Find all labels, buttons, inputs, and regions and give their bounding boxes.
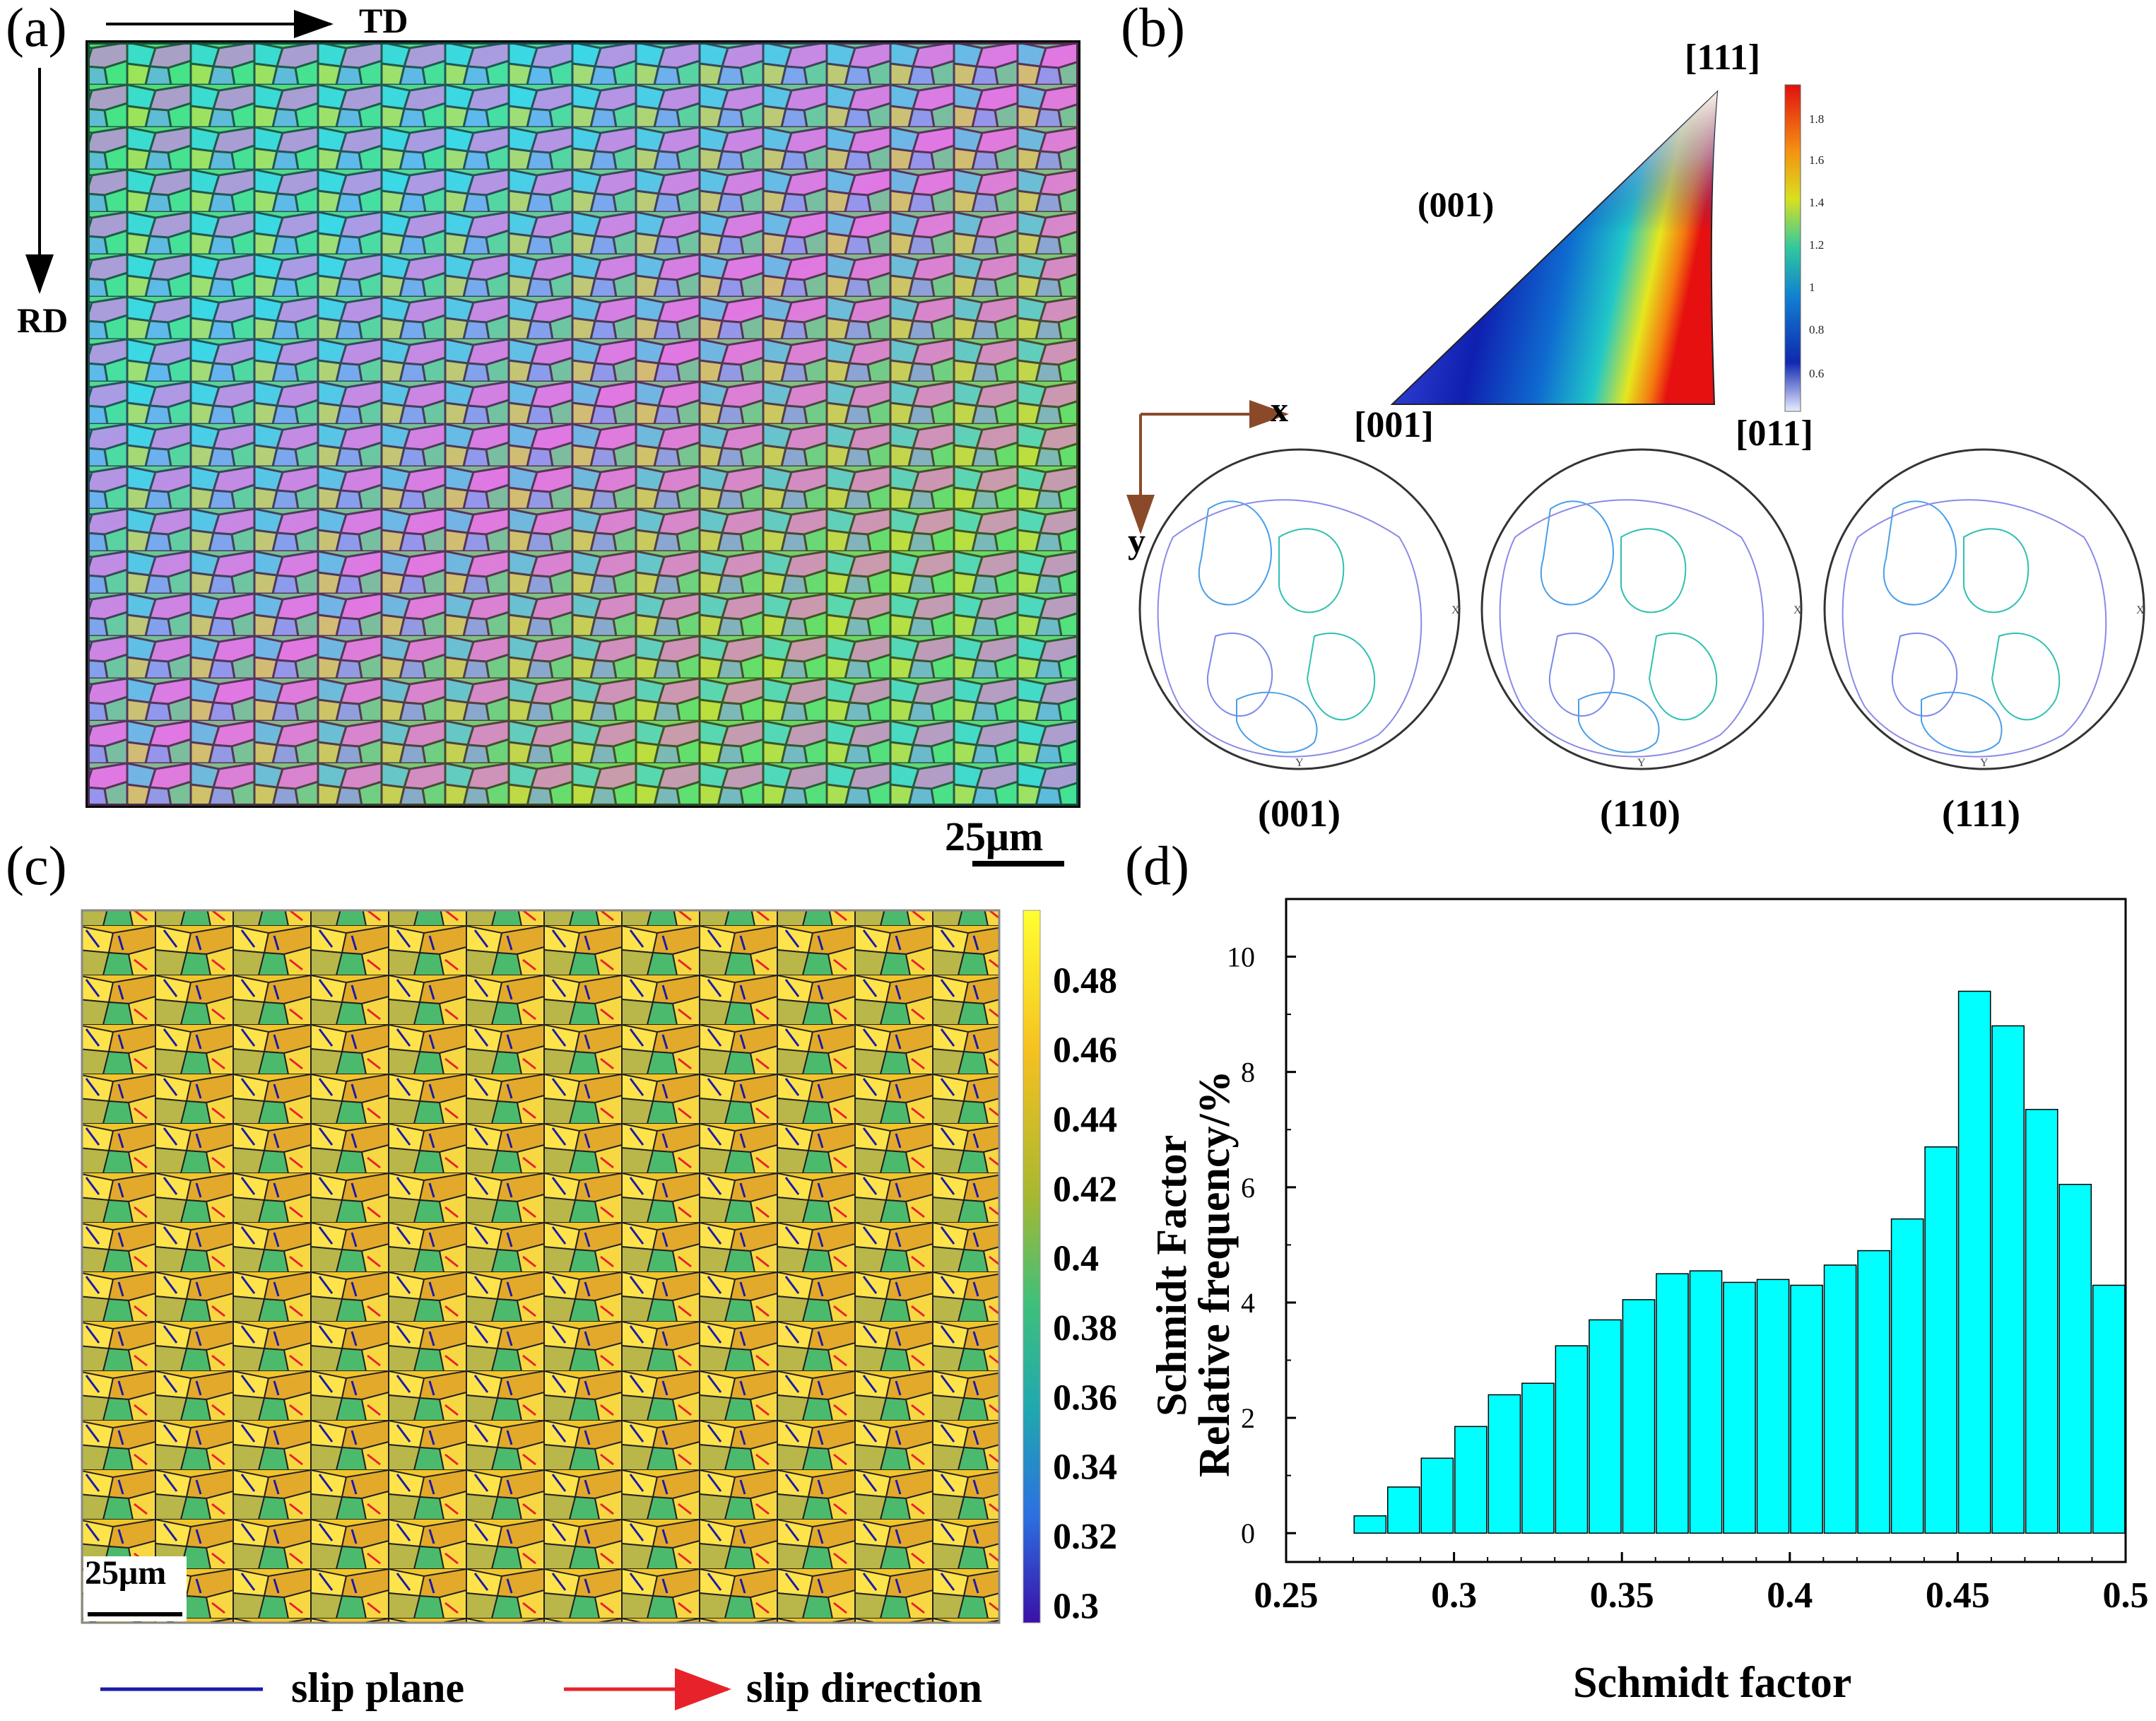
pole-figure-label: (111) [1942,792,2021,835]
histogram-bar [1454,1426,1488,1534]
schmid-colorbar-tick-label: 0.48 [1053,961,1117,1001]
x-tick-label: 0.3 [1431,1575,1477,1616]
ipf-tick-label: 1.8 [1809,112,1824,126]
ipf-tick-label: 0.6 [1809,367,1824,380]
y-tick-label: 6 [1241,1172,1255,1204]
slip-plane-label: slip plane [291,1664,465,1711]
histogram-bar [1420,1457,1454,1534]
histogram-bar [1823,1264,1857,1534]
panel-d-label: (d) [1125,835,1189,896]
histogram-bar [1723,1281,1756,1534]
pole-figure-001 [1138,448,1461,770]
pf-edge-x: X [1451,604,1460,616]
ipf-corner-011: [011] [1736,413,1813,454]
schmid-colorbar-tick-label: 0.3 [1053,1586,1099,1626]
schmid-colorbar-tick-label: 0.42 [1053,1169,1117,1209]
schmid-colorbar-tick-label: 0.34 [1053,1447,1117,1488]
pf-edge-y: Y [1295,757,1304,769]
rd-label: RD [17,300,69,340]
y-tick-label: 10 [1227,941,1255,973]
histogram-bar [1924,1146,1957,1534]
scale-bar-box-c [83,1556,187,1621]
x-tick-label: 0.25 [1254,1575,1319,1616]
panel-a-graphics [25,10,1080,867]
schmid-colorbar-tick-label: 0.32 [1053,1517,1117,1557]
panel-b-graphics: 1.8 1.6 1.4 1.2 1 0.8 0.6 [1126,84,2145,770]
histogram-bar [1589,1319,1622,1534]
histogram-bar [1957,990,1991,1534]
ipf-tick-label: 0.8 [1809,323,1824,336]
y-tick-label: 2 [1241,1402,1255,1434]
x-tick-label: 0.4 [1767,1575,1813,1616]
ipf-colorbar-ticks: 1.8 1.6 1.4 1.2 1 0.8 0.6 [1809,112,1825,380]
schmid-colorbar-tick-label: 0.4 [1053,1239,1099,1279]
td-label: TD [359,1,408,40]
histogram-bar [1756,1279,1790,1534]
histogram-bar [1488,1394,1521,1534]
histogram-bar [2058,1183,2092,1534]
pole-figure-label: (001) [1258,792,1341,835]
schmid-histogram: 0.25 0.3 0.35 0.4 0.45 0.5 0 2 4 6 8 10 [1227,898,2149,1616]
scale-label-a: 25μm [945,813,1044,859]
ipf-corner-001: [001] [1354,405,1434,445]
histogram-bar [1555,1345,1589,1534]
y-axis-title: Relative frequency/% [1191,1070,1239,1477]
pole-figure-110 [1480,448,1803,770]
pf-edge-x: X [2136,604,2145,616]
schmid-factor-map [81,909,1001,1624]
pole-figure-label: (110) [1600,792,1680,835]
pf-edge-y: Y [1980,757,1989,769]
panel-c-label: (c) [6,835,67,896]
axis-y-label: y [1128,521,1145,560]
schmid-colorbar-ticks: 0.48 0.46 0.44 0.42 0.4 0.38 0.36 0.34 0.32 0.3 [1053,961,1117,1626]
ipf-tick-label: 1 [1809,281,1815,294]
histogram-bar [1521,1382,1555,1534]
ipf-tick-label: 1.4 [1809,196,1825,209]
y-tick-label: 0 [1241,1517,1255,1549]
histogram-bar [1991,1025,2025,1534]
schmid-colorbar-tick-label: 0.46 [1053,1030,1117,1071]
y-tick-label: 8 [1241,1057,1255,1088]
panel-a-label: (a) [6,0,67,58]
x-tick-label: 0.35 [1590,1575,1654,1616]
histogram-bar [1689,1270,1723,1534]
schmid-colorbar-tick-label: 0.44 [1053,1100,1117,1140]
x-tick-label: 0.5 [2103,1575,2149,1616]
ipf-tick-label: 1.6 [1809,153,1824,167]
histogram-bar [1656,1273,1689,1534]
schmid-colorbar [1023,910,1041,1623]
slip-direction-label: slip direction [746,1664,982,1711]
panel-c-graphics: 0.48 0.46 0.44 0.42 0.4 0.38 0.36 0.34 0.32 0.3 [81,909,1117,1710]
histogram-bar [2025,1108,2058,1534]
histogram-bar [1622,1299,1656,1534]
schmid-colorbar-tick-label: 0.36 [1053,1378,1117,1418]
pole-figure-111 [1823,448,2145,770]
ipf-plane-label: (001) [1418,184,1495,224]
panel-b-label: (b) [1121,0,1185,58]
x-tick-label: 0.45 [1926,1575,1990,1616]
x-axis-title: Schmidt factor [1573,1659,1852,1707]
histogram-bar [1790,1284,1823,1534]
histogram-bar [1353,1515,1387,1534]
schmid-colorbar-tick-label: 0.38 [1053,1308,1117,1349]
histogram-bar [1890,1218,1924,1534]
histogram-bar [1386,1486,1420,1534]
ipf-corner-111: [111] [1685,37,1760,78]
pf-edge-y: Y [1637,757,1646,769]
scale-label-c: 25μm [85,1554,167,1592]
ipf-tick-label: 1.2 [1809,238,1824,252]
ipf-colorbar [1784,84,1801,412]
histogram-bar [2092,1284,2126,1534]
axis-x-label: x [1271,389,1288,429]
pf-edge-x: X [1793,604,1802,616]
y-tick-label: 4 [1241,1287,1255,1319]
histogram-bar [1857,1250,1890,1534]
